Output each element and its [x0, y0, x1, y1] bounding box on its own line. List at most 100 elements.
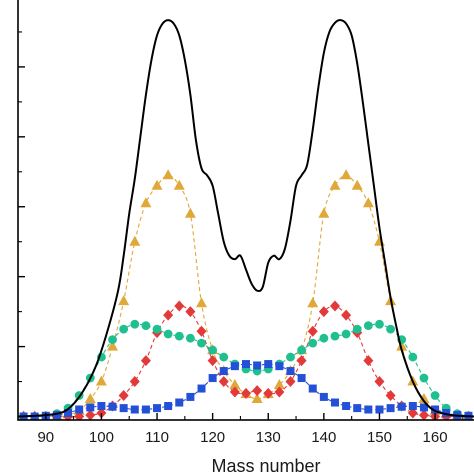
data-point: [307, 325, 318, 337]
data-point: [275, 362, 284, 371]
data-point: [308, 384, 317, 393]
data-point: [375, 405, 384, 414]
data-point: [163, 329, 173, 339]
data-point: [285, 376, 296, 388]
data-point: [119, 324, 129, 334]
data-point: [184, 207, 196, 218]
data-point: [52, 411, 61, 420]
data-point: [95, 375, 107, 386]
data-point: [85, 409, 96, 420]
data-point: [353, 404, 362, 413]
data-point: [129, 376, 140, 388]
data-point: [273, 379, 285, 390]
data-point: [86, 403, 95, 412]
data-point: [408, 402, 417, 411]
data-point: [442, 409, 451, 418]
data-point: [251, 393, 263, 404]
x-tick-label: 110: [145, 429, 169, 446]
data-point: [341, 329, 351, 339]
data-point: [330, 331, 340, 341]
series-line: [18, 19, 474, 418]
data-point: [397, 402, 406, 411]
data-point: [319, 333, 329, 343]
data-point: [297, 374, 306, 383]
data-point: [185, 333, 195, 343]
data-point: [330, 398, 339, 407]
data-point: [186, 392, 195, 401]
data-point: [363, 355, 374, 367]
data-point: [141, 321, 151, 331]
data-point: [386, 324, 395, 334]
data-point: [351, 179, 363, 190]
data-point: [418, 393, 430, 404]
data-point: [219, 352, 229, 362]
data-point: [340, 169, 352, 180]
data-point: [229, 386, 240, 398]
data-point: [174, 331, 184, 341]
data-point: [174, 300, 185, 312]
data-point: [173, 179, 185, 190]
data-point: [229, 379, 241, 390]
data-point: [307, 297, 319, 308]
data-point: [431, 405, 440, 414]
x-axis-title: Mass number: [211, 456, 320, 474]
data-point: [373, 235, 385, 246]
x-tick-label: 160: [423, 429, 448, 446]
data-point: [374, 376, 385, 388]
data-point: [352, 324, 362, 334]
data-point: [175, 398, 184, 407]
data-point: [386, 404, 395, 413]
data-point: [196, 297, 208, 308]
data-point: [75, 405, 84, 414]
data-point: [97, 402, 106, 411]
data-point: [64, 409, 73, 418]
data-point: [119, 404, 128, 413]
data-point: [342, 402, 351, 411]
data-point: [286, 367, 295, 376]
data-point: [241, 387, 251, 399]
data-point: [108, 402, 117, 411]
data-point: [197, 384, 206, 393]
data-point: [375, 319, 384, 329]
x-tick-label: 150: [367, 429, 392, 446]
series-dashed-triangle: [18, 169, 474, 420]
data-point: [129, 235, 141, 246]
data-point: [219, 367, 228, 376]
data-point: [141, 405, 150, 414]
data-point: [130, 405, 139, 414]
data-point: [208, 374, 217, 383]
data-point: [108, 335, 117, 344]
data-point: [196, 325, 207, 337]
series-solid-line: [18, 19, 474, 418]
data-point: [185, 306, 196, 318]
data-point: [286, 352, 295, 362]
x-tick-label: 130: [256, 429, 281, 446]
data-point: [218, 376, 229, 388]
data-point: [318, 207, 330, 218]
data-point: [74, 411, 85, 420]
data-point: [162, 169, 174, 180]
plot-frame: [17, 0, 474, 421]
data-point: [140, 355, 151, 367]
data-point: [419, 403, 428, 412]
data-point: [341, 309, 352, 321]
x-tick-label: 100: [89, 429, 114, 446]
x-tick-label: 120: [200, 429, 225, 446]
data-point: [396, 340, 408, 351]
data-point: [242, 360, 250, 369]
data-point: [152, 324, 162, 334]
data-point: [140, 197, 152, 208]
data-point: [253, 361, 262, 370]
x-tick-label: 90: [37, 429, 54, 446]
data-point: [151, 179, 163, 190]
data-point: [364, 405, 373, 414]
data-point: [408, 352, 418, 362]
data-point: [407, 407, 418, 419]
data-point: [385, 390, 396, 402]
data-point: [208, 345, 218, 355]
data-point: [263, 387, 274, 399]
data-point: [107, 340, 119, 351]
data-point: [418, 409, 429, 420]
data-point: [153, 404, 162, 413]
